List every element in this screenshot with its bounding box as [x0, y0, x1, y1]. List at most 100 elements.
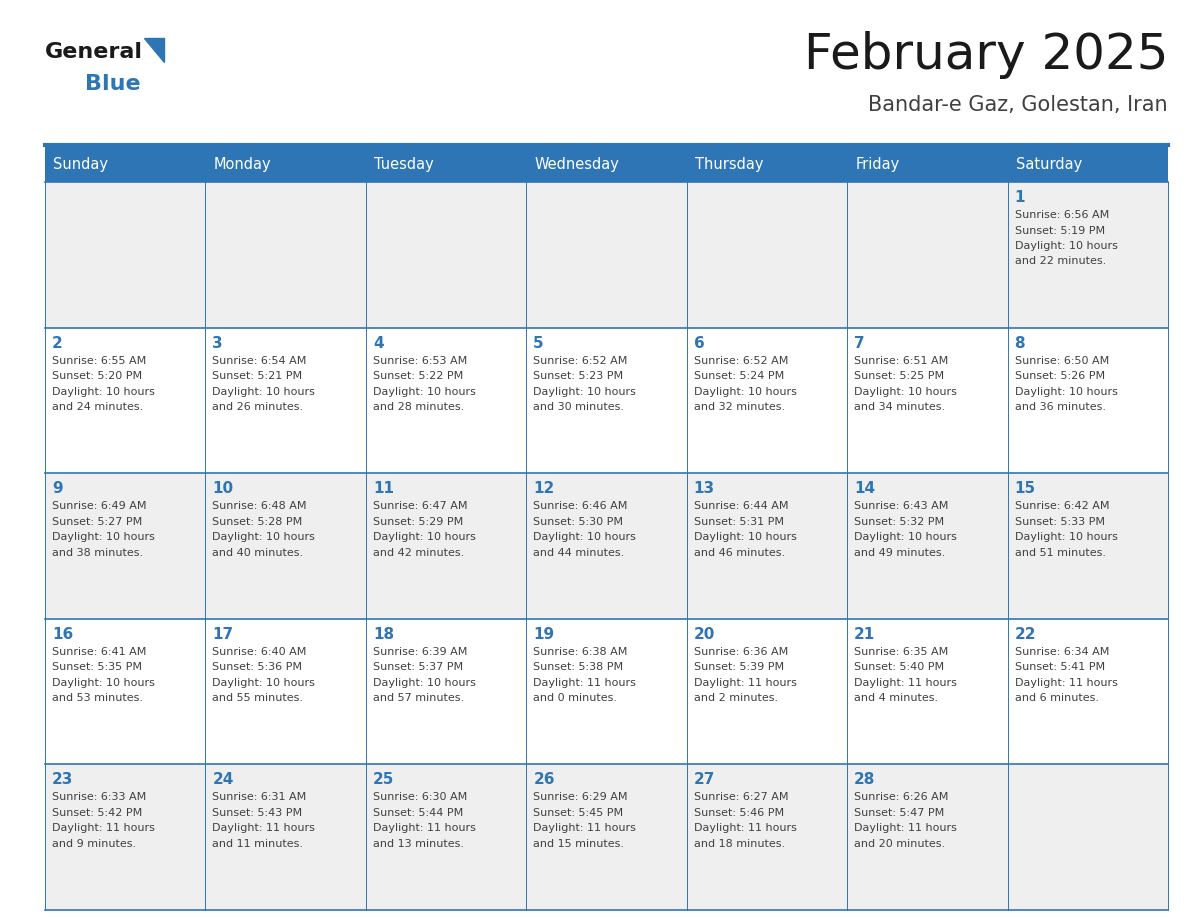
Text: and 42 minutes.: and 42 minutes. [373, 548, 465, 558]
Text: Sunset: 5:21 PM: Sunset: 5:21 PM [213, 371, 303, 381]
Text: 22: 22 [1015, 627, 1036, 642]
Text: General: General [45, 42, 143, 62]
Text: Daylight: 10 hours: Daylight: 10 hours [213, 677, 315, 688]
Bar [1007, 147, 1168, 182]
Text: Sunrise: 6:46 AM: Sunrise: 6:46 AM [533, 501, 627, 511]
Bar [366, 147, 526, 182]
Text: and 15 minutes.: and 15 minutes. [533, 839, 624, 849]
Text: 3: 3 [213, 336, 223, 351]
Text: Sunrise: 6:34 AM: Sunrise: 6:34 AM [1015, 647, 1108, 656]
Text: Sunrise: 6:33 AM: Sunrise: 6:33 AM [52, 792, 146, 802]
Text: and 44 minutes.: and 44 minutes. [533, 548, 625, 558]
Bar [206, 147, 366, 182]
Text: 2: 2 [52, 336, 63, 351]
Text: Sunset: 5:38 PM: Sunset: 5:38 PM [533, 662, 624, 672]
Text: Sunrise: 6:41 AM: Sunrise: 6:41 AM [52, 647, 146, 656]
Text: 19: 19 [533, 627, 555, 642]
Text: Sunrise: 6:54 AM: Sunrise: 6:54 AM [213, 355, 307, 365]
Text: 5: 5 [533, 336, 544, 351]
Text: 16: 16 [52, 627, 74, 642]
Text: Daylight: 11 hours: Daylight: 11 hours [213, 823, 315, 834]
Text: 17: 17 [213, 627, 234, 642]
Text: Sunset: 5:43 PM: Sunset: 5:43 PM [213, 808, 303, 818]
Text: Sunrise: 6:47 AM: Sunrise: 6:47 AM [373, 501, 467, 511]
Text: and 9 minutes.: and 9 minutes. [52, 839, 137, 849]
Text: 12: 12 [533, 481, 555, 497]
Text: Sunset: 5:46 PM: Sunset: 5:46 PM [694, 808, 784, 818]
Text: Sunset: 5:22 PM: Sunset: 5:22 PM [373, 371, 463, 381]
Text: Sunrise: 6:43 AM: Sunrise: 6:43 AM [854, 501, 948, 511]
Text: and 30 minutes.: and 30 minutes. [533, 402, 624, 412]
Text: Daylight: 11 hours: Daylight: 11 hours [373, 823, 475, 834]
Bar [45, 765, 1168, 910]
Text: Sunrise: 6:55 AM: Sunrise: 6:55 AM [52, 355, 146, 365]
Text: Blue: Blue [86, 74, 140, 94]
Text: Daylight: 10 hours: Daylight: 10 hours [1015, 532, 1118, 543]
Text: Sunset: 5:42 PM: Sunset: 5:42 PM [52, 808, 143, 818]
Text: Sunset: 5:47 PM: Sunset: 5:47 PM [854, 808, 944, 818]
Bar [526, 147, 687, 182]
Text: Sunrise: 6:40 AM: Sunrise: 6:40 AM [213, 647, 307, 656]
Text: Daylight: 10 hours: Daylight: 10 hours [213, 532, 315, 543]
Text: Sunset: 5:32 PM: Sunset: 5:32 PM [854, 517, 944, 527]
Text: Sunrise: 6:35 AM: Sunrise: 6:35 AM [854, 647, 948, 656]
Text: 23: 23 [52, 772, 74, 788]
Text: 25: 25 [373, 772, 394, 788]
Bar [847, 147, 1007, 182]
Text: Daylight: 10 hours: Daylight: 10 hours [373, 532, 475, 543]
Text: and 34 minutes.: and 34 minutes. [854, 402, 946, 412]
Text: 26: 26 [533, 772, 555, 788]
Text: Sunset: 5:41 PM: Sunset: 5:41 PM [1015, 662, 1105, 672]
Text: Wednesday: Wednesday [535, 157, 619, 172]
Text: Daylight: 10 hours: Daylight: 10 hours [373, 677, 475, 688]
Text: Sunset: 5:28 PM: Sunset: 5:28 PM [213, 517, 303, 527]
Text: Sunset: 5:29 PM: Sunset: 5:29 PM [373, 517, 463, 527]
Text: Sunset: 5:24 PM: Sunset: 5:24 PM [694, 371, 784, 381]
Text: and 22 minutes.: and 22 minutes. [1015, 256, 1106, 266]
Text: and 0 minutes.: and 0 minutes. [533, 693, 618, 703]
Text: and 13 minutes.: and 13 minutes. [373, 839, 463, 849]
Text: Sunset: 5:19 PM: Sunset: 5:19 PM [1015, 226, 1105, 236]
Text: Daylight: 10 hours: Daylight: 10 hours [373, 386, 475, 397]
Text: Sunrise: 6:42 AM: Sunrise: 6:42 AM [1015, 501, 1110, 511]
Text: 4: 4 [373, 336, 384, 351]
Text: Daylight: 10 hours: Daylight: 10 hours [1015, 386, 1118, 397]
Text: Sunset: 5:25 PM: Sunset: 5:25 PM [854, 371, 944, 381]
Text: Daylight: 10 hours: Daylight: 10 hours [52, 532, 154, 543]
Text: Sunset: 5:27 PM: Sunset: 5:27 PM [52, 517, 143, 527]
Text: Daylight: 11 hours: Daylight: 11 hours [533, 677, 636, 688]
Text: and 24 minutes.: and 24 minutes. [52, 402, 144, 412]
Text: 14: 14 [854, 481, 876, 497]
Text: Sunset: 5:45 PM: Sunset: 5:45 PM [533, 808, 624, 818]
Text: Sunrise: 6:38 AM: Sunrise: 6:38 AM [533, 647, 627, 656]
Text: Sunrise: 6:36 AM: Sunrise: 6:36 AM [694, 647, 788, 656]
Text: and 11 minutes.: and 11 minutes. [213, 839, 303, 849]
Text: Daylight: 11 hours: Daylight: 11 hours [694, 677, 797, 688]
Text: and 28 minutes.: and 28 minutes. [373, 402, 465, 412]
Text: Sunset: 5:31 PM: Sunset: 5:31 PM [694, 517, 784, 527]
Text: Sunset: 5:40 PM: Sunset: 5:40 PM [854, 662, 944, 672]
Text: Daylight: 11 hours: Daylight: 11 hours [854, 823, 958, 834]
Text: 7: 7 [854, 336, 865, 351]
Text: Sunrise: 6:52 AM: Sunrise: 6:52 AM [533, 355, 627, 365]
Text: Sunrise: 6:31 AM: Sunrise: 6:31 AM [213, 792, 307, 802]
Text: Sunrise: 6:56 AM: Sunrise: 6:56 AM [1015, 210, 1108, 220]
Text: Friday: Friday [855, 157, 899, 172]
Text: Sunset: 5:37 PM: Sunset: 5:37 PM [373, 662, 463, 672]
Text: Sunrise: 6:49 AM: Sunrise: 6:49 AM [52, 501, 146, 511]
Text: Sunrise: 6:52 AM: Sunrise: 6:52 AM [694, 355, 788, 365]
Text: and 36 minutes.: and 36 minutes. [1015, 402, 1106, 412]
Text: 8: 8 [1015, 336, 1025, 351]
Text: Sunset: 5:20 PM: Sunset: 5:20 PM [52, 371, 143, 381]
Bar [687, 147, 847, 182]
Text: 6: 6 [694, 336, 704, 351]
Text: Daylight: 11 hours: Daylight: 11 hours [1015, 677, 1118, 688]
Text: Sunrise: 6:39 AM: Sunrise: 6:39 AM [373, 647, 467, 656]
Text: 13: 13 [694, 481, 715, 497]
Text: Sunset: 5:44 PM: Sunset: 5:44 PM [373, 808, 463, 818]
Bar [45, 147, 206, 182]
Text: and 46 minutes.: and 46 minutes. [694, 548, 785, 558]
Text: and 49 minutes.: and 49 minutes. [854, 548, 946, 558]
Text: Sunrise: 6:44 AM: Sunrise: 6:44 AM [694, 501, 788, 511]
Text: and 2 minutes.: and 2 minutes. [694, 693, 778, 703]
